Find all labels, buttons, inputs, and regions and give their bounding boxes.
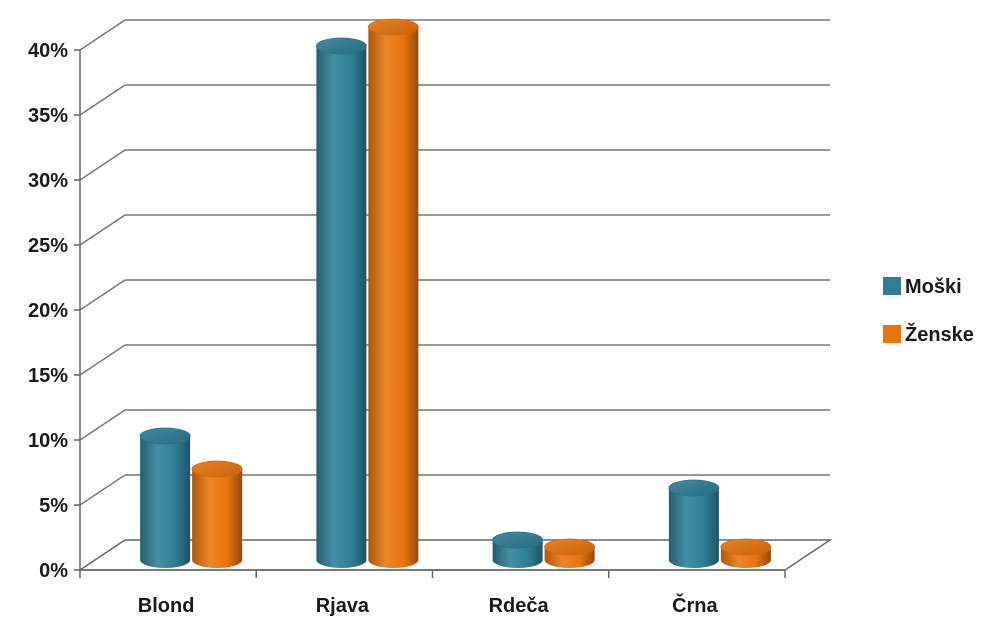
- bar-top: [367, 18, 419, 36]
- y-tick-label: 10%: [28, 430, 68, 452]
- bar: [191, 460, 243, 568]
- bar-top: [139, 427, 191, 445]
- gridline-diagonal: [79, 19, 126, 51]
- bar: [367, 18, 419, 568]
- gridline-diagonal: [79, 409, 126, 441]
- bar: [668, 479, 720, 568]
- y-tick-label: 30%: [28, 170, 68, 192]
- bar-top: [492, 531, 544, 549]
- y-tick-label: 5%: [39, 495, 68, 517]
- gridline-diagonal: [79, 149, 126, 181]
- legend-label: Moški: [905, 276, 962, 298]
- y-tick-label: 15%: [28, 365, 68, 387]
- x-tick-label: Blond: [138, 595, 195, 617]
- legend-swatch: [883, 277, 901, 295]
- y-tick-label: 25%: [28, 235, 68, 257]
- bar-top: [315, 37, 367, 55]
- legend: Moški Ženske: [883, 276, 974, 346]
- axes: [74, 49, 786, 578]
- y-tick-label: 0%: [39, 560, 68, 582]
- bar: [492, 531, 544, 568]
- bar-body: [668, 488, 719, 568]
- bar: [315, 37, 367, 568]
- gridlines: [79, 19, 830, 506]
- bar-top: [668, 479, 720, 497]
- x-tick-label: Črna: [672, 593, 718, 617]
- bar-body: [192, 469, 243, 568]
- x-tick-label: Rdeča: [489, 595, 550, 617]
- bar-body: [140, 436, 191, 568]
- y-tick-label: 40%: [28, 40, 68, 62]
- legend-swatch: [883, 325, 901, 343]
- bar-top: [544, 538, 596, 556]
- bar: [720, 538, 772, 568]
- gridline-diagonal: [79, 214, 126, 246]
- gridline-diagonal: [79, 474, 126, 506]
- bar: [544, 538, 596, 568]
- x-tick-label: Rjava: [316, 595, 370, 617]
- bar-top: [191, 460, 243, 478]
- gridline-diagonal: [79, 279, 126, 311]
- bar-body: [316, 46, 367, 568]
- bar-top: [720, 538, 772, 556]
- bars: [139, 18, 772, 568]
- bar: [139, 427, 191, 568]
- y-tick-label: 35%: [28, 105, 68, 127]
- y-tick-labels: 0% 5% 10% 15% 20% 25% 30% 35% 40%: [28, 40, 68, 582]
- legend-label: Ženske: [905, 322, 974, 346]
- gridline-diagonal: [79, 344, 126, 376]
- gridline-diagonal: [79, 84, 126, 116]
- bar-body: [368, 27, 419, 568]
- x-tick-labels: Blond Rjava Rdeča Črna: [138, 593, 719, 617]
- y-tick-label: 20%: [28, 300, 68, 322]
